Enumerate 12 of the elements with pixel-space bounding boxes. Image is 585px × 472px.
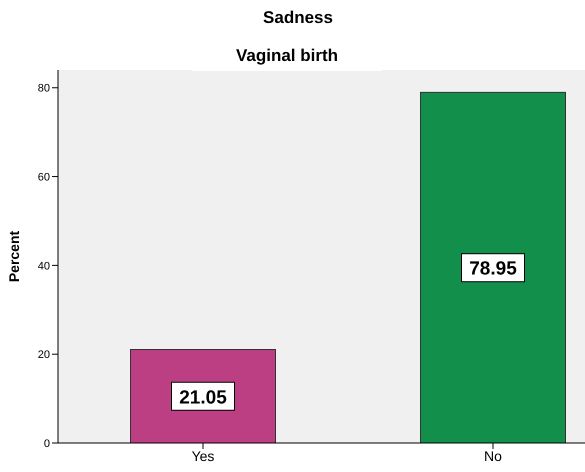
y-tick-label: 0 xyxy=(44,438,50,450)
y-axis-title: Percent xyxy=(6,230,22,282)
y-tick-label: 40 xyxy=(38,260,50,272)
y-tick-label: 60 xyxy=(38,171,50,184)
x-tick-label: No xyxy=(484,448,502,464)
data-label: 21.05 xyxy=(179,387,228,408)
y-tick-label: 20 xyxy=(38,349,50,362)
chart-title: Sadness xyxy=(262,8,334,28)
y-tick-label: 80 xyxy=(38,82,50,95)
data-label: 78.95 xyxy=(469,258,518,280)
chart-subtitle: Vaginal birth xyxy=(234,46,340,66)
x-tick-label: Yes xyxy=(192,448,214,464)
